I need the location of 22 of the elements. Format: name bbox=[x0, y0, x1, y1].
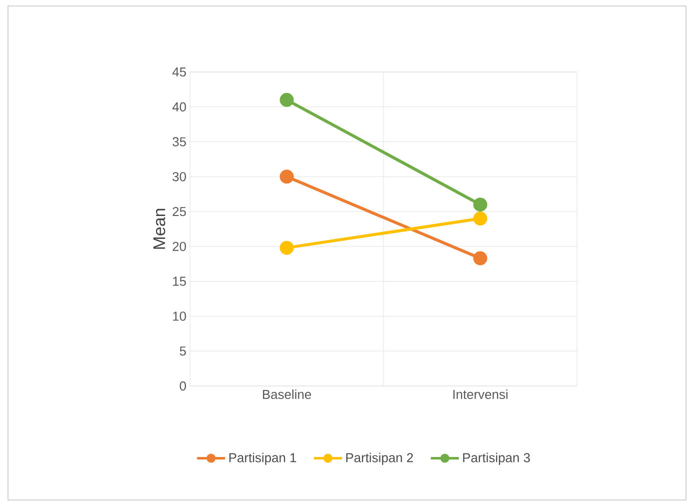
y-tick-label: 45 bbox=[172, 67, 186, 76]
y-tick-label: 25 bbox=[172, 206, 186, 216]
y-tick-label: 35 bbox=[172, 137, 186, 146]
y-tick-label: 10 bbox=[173, 312, 186, 321]
x-tick-label: Intervensi bbox=[453, 390, 508, 400]
y-axis-title: Mean bbox=[153, 208, 166, 249]
point bbox=[473, 212, 488, 226]
y-tick-label: 15 bbox=[173, 276, 186, 286]
point bbox=[473, 251, 488, 266]
y-tick-label: 5 bbox=[180, 346, 186, 356]
y-tick-label: 0 bbox=[180, 381, 186, 391]
point bbox=[280, 92, 294, 107]
x-tick-label: Baseline bbox=[262, 390, 312, 400]
legend-label: Partisipan 3 bbox=[463, 452, 530, 465]
y-tick-label: 30 bbox=[172, 172, 186, 182]
point bbox=[473, 198, 488, 212]
point bbox=[280, 170, 294, 184]
point bbox=[280, 240, 294, 255]
y-tick-label: 40 bbox=[172, 102, 186, 112]
legend-label: Partisipan 1 bbox=[229, 452, 296, 465]
legend-label: Partisipan 2 bbox=[346, 452, 413, 465]
y-tick-label: 20 bbox=[172, 242, 186, 252]
